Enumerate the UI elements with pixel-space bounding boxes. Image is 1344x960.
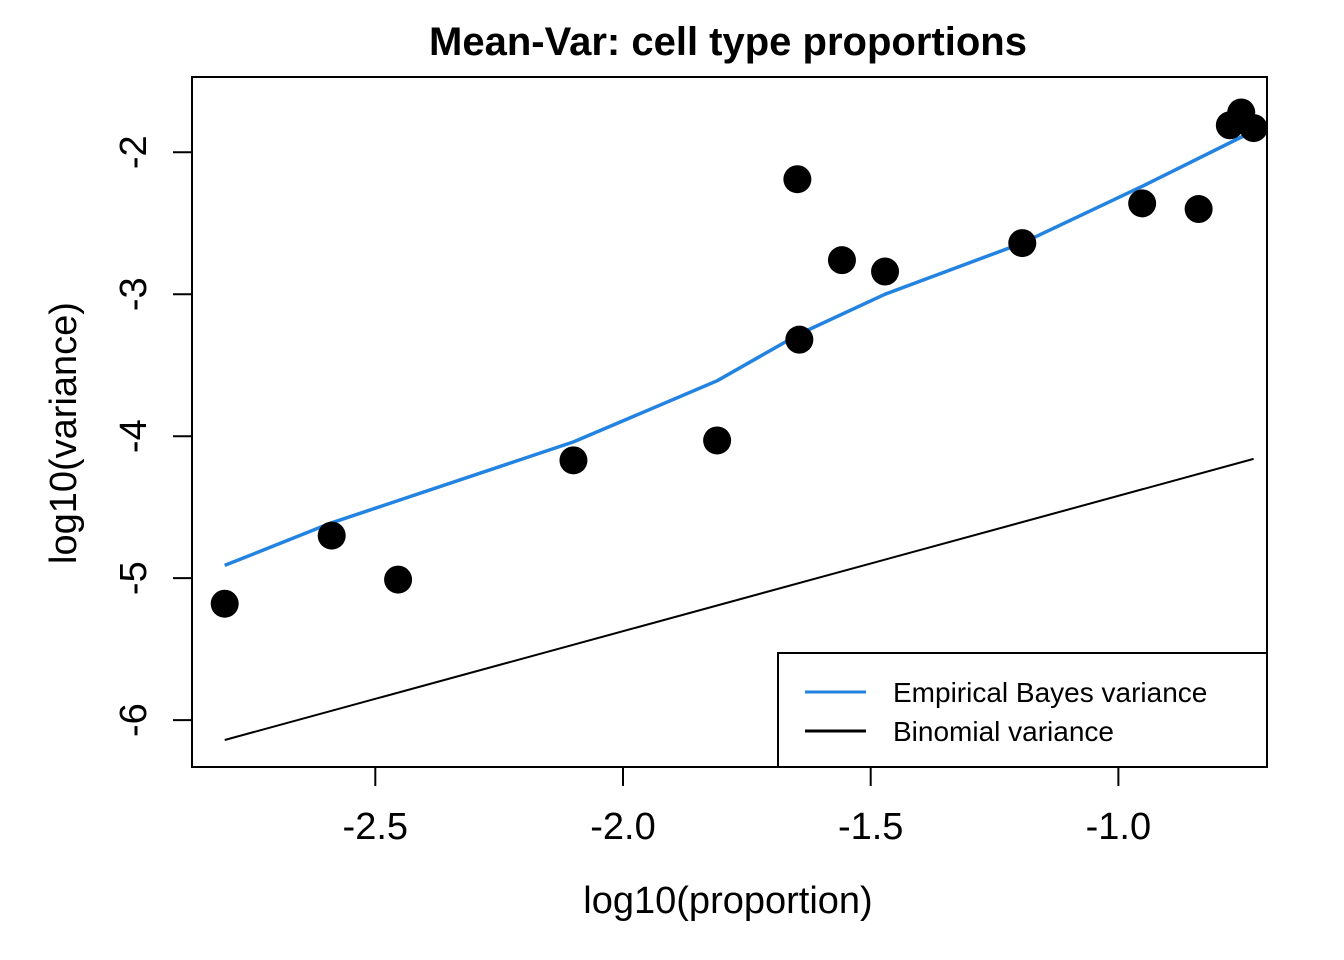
y-tick-label: -2 bbox=[113, 135, 155, 169]
data-point bbox=[785, 325, 814, 354]
y-tick-label: -4 bbox=[113, 419, 155, 453]
x-tick-label: -1.5 bbox=[838, 806, 903, 848]
legend: Empirical Bayes variance Binomial varian… bbox=[777, 652, 1268, 768]
data-point bbox=[210, 589, 239, 618]
data-point bbox=[317, 521, 346, 550]
y-tick-label: -3 bbox=[113, 277, 155, 311]
x-axis: -2.5 -2.0 -1.5 -1.0 bbox=[343, 767, 1151, 848]
data-points bbox=[210, 98, 1268, 618]
binomial-line bbox=[224, 457, 1254, 741]
x-tick-label: -2.0 bbox=[590, 806, 655, 848]
data-point bbox=[703, 426, 732, 455]
legend-label-binomial: Binomial variance bbox=[893, 716, 1114, 747]
data-point bbox=[1008, 229, 1037, 258]
data-point bbox=[871, 257, 900, 286]
data-point bbox=[384, 565, 413, 594]
x-tick-label: -1.0 bbox=[1086, 806, 1151, 848]
data-point bbox=[783, 165, 812, 194]
x-tick-label: -2.5 bbox=[343, 806, 408, 848]
x-axis-label: log10(proportion) bbox=[583, 880, 872, 922]
legend-box bbox=[777, 652, 1268, 768]
y-tick-label: -6 bbox=[113, 703, 155, 737]
data-point bbox=[559, 446, 588, 475]
data-point bbox=[1239, 114, 1268, 143]
legend-label-empirical-bayes: Empirical Bayes variance bbox=[893, 677, 1207, 708]
series-lines bbox=[224, 129, 1255, 741]
plot-frame bbox=[191, 76, 1268, 768]
data-point bbox=[1128, 189, 1157, 218]
data-point bbox=[1184, 195, 1213, 224]
y-axis-label: log10(variance) bbox=[43, 302, 85, 564]
chart-title: Mean-Var: cell type proportions bbox=[429, 20, 1027, 64]
y-tick-label: -5 bbox=[113, 561, 155, 595]
data-point bbox=[827, 246, 856, 275]
y-axis: -2 -3 -4 -5 -6 bbox=[113, 135, 192, 737]
